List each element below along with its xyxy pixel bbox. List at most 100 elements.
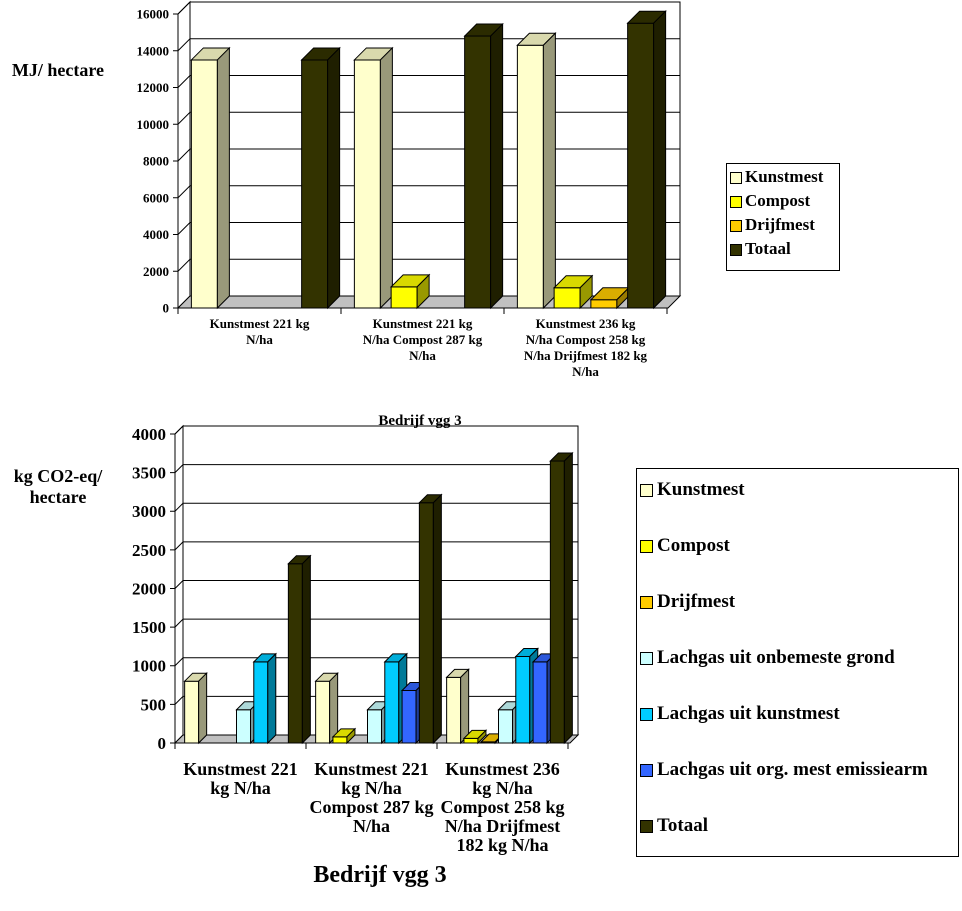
bar-front (515, 655, 531, 744)
bar-totaal (300, 46, 341, 310)
chart1-x-tick-label: Kunstmest 221 kg N/ha (210, 316, 310, 347)
x-tick-label-line: N/ha Drijfmest 182 kg (524, 348, 648, 363)
bar-kunstmest (314, 671, 339, 745)
bar-front (498, 709, 513, 744)
bar-front (301, 59, 329, 309)
chart2-y-tick-label: 0 (158, 734, 167, 753)
legend-label: Lachgas uit org. mest emissiearm (657, 759, 928, 780)
chart2-y-tick-label: 500 (141, 695, 167, 714)
legend-swatch (730, 196, 742, 208)
chart2-gridline (174, 464, 578, 473)
chart1-y-tick-label: 16000 (137, 7, 170, 22)
bar-front (549, 460, 565, 744)
legend-swatch (640, 708, 653, 721)
chart2-x-tick-label: Kunstmest 236 kg N/ha Compost 258 kg N/ha D… (440, 759, 564, 855)
bar-side (267, 652, 277, 745)
chart1-gridline (177, 148, 680, 162)
x-tick-label-line: N/ha (572, 364, 599, 379)
bar-front (627, 22, 655, 309)
chart1-y-tick-label: 12000 (137, 80, 170, 95)
x-tick-label-line: Kunstmest 221 (183, 759, 298, 779)
bar-front (463, 737, 479, 744)
legend-swatch (640, 820, 653, 833)
bar-totaal (549, 451, 574, 745)
bar-kunstmest (183, 671, 208, 745)
x-tick-label-line: 182 kg N/ha (456, 835, 548, 855)
bar-front (190, 59, 218, 309)
bar-side (563, 451, 573, 745)
x-tick-label-line: N/ha (246, 332, 273, 347)
legend-label: Compost (657, 535, 730, 556)
bar-side (301, 554, 311, 745)
chart1-gridline (177, 258, 680, 272)
legend-item: Kunstmest (640, 479, 958, 535)
chart1-y-tick-label: 8000 (143, 154, 169, 169)
x-tick-label-line: Compost 287 kg (309, 797, 433, 817)
legend-item: Lachgas uit org. mest emissiearm (640, 759, 958, 815)
chart2-y-tick-label: 2500 (132, 541, 166, 560)
bar-compost (462, 729, 488, 745)
legend-item: Compost (730, 192, 839, 216)
bar-kunstmest (353, 46, 394, 310)
bar-front (590, 299, 618, 309)
legend-item: Totaal (640, 815, 958, 871)
bar-kunstmest (516, 32, 557, 310)
legend-swatch (730, 172, 742, 184)
chart2-gridline (174, 541, 578, 551)
chart2-gridline (174, 618, 578, 628)
bar-front (236, 709, 251, 744)
legend-label: Totaal (657, 815, 709, 836)
x-tick-label-line: N/ha Drijfmest (445, 816, 560, 836)
bar-side (460, 668, 470, 745)
legend-item: Lachgas uit onbemeste grond (640, 647, 958, 703)
bar-front (315, 680, 331, 744)
chart1-y-tick-label: 0 (163, 301, 170, 316)
chart1-gridline (177, 222, 680, 235)
x-tick-label-line: Compost 258 kg (440, 797, 564, 817)
chart2-gridline (174, 425, 578, 435)
x-tick-label-line: Kunstmest 221 (314, 759, 429, 779)
chart1-legend: Kunstmest Compost Drijfmest Totaal (726, 163, 840, 271)
chart2-gridline (174, 657, 578, 667)
chart1-gridline (177, 111, 680, 125)
bar-side (198, 671, 208, 745)
bar-side (477, 729, 487, 745)
legend-swatch (640, 540, 653, 553)
bar-totaal (463, 22, 504, 310)
x-tick-label-line: kg N/ha (341, 778, 402, 798)
bar-side (432, 493, 442, 745)
chart2-y-tick-label: 1000 (132, 657, 166, 676)
bar-totaal (626, 9, 667, 310)
bar-front (418, 502, 434, 744)
bar-front (253, 661, 269, 744)
bar-front (464, 35, 492, 309)
chart1: 0 2000 4000 6000 8000 10000 12000 14000 16000 Kun… (137, 0, 682, 379)
x-tick-label-line: kg N/ha (210, 778, 271, 798)
legend-label: Drijfmest (657, 591, 736, 612)
x-tick-label-line: Kunstmest 236 kg (536, 316, 636, 331)
chart1-y-tick-label: 14000 (137, 43, 170, 58)
chart1-y-tick-label: 6000 (143, 190, 169, 205)
chart2-y-axis-label: kg CO2-eq/ hectare (13, 466, 103, 507)
bar-side (579, 274, 593, 310)
bar-side (346, 727, 356, 745)
legend-item: Drijfmest (730, 216, 839, 240)
bar-compost (331, 727, 357, 745)
chart2-gridline (174, 502, 578, 512)
bar-kunstmest (190, 46, 231, 310)
chart1-y-tick-label: 2000 (143, 264, 169, 279)
bar-side (379, 46, 393, 310)
chart1-y-tick-label: 4000 (143, 227, 169, 242)
chart1-x-tick-label: Kunstmest 236 kg N/ha Compost 258 kg N/ha … (524, 316, 648, 379)
bar-compost (389, 273, 431, 310)
chart1-gridline (177, 185, 680, 199)
legend-item: Compost (640, 535, 958, 591)
bar-front (516, 44, 544, 309)
chart2-bottom-title: Bedrijf vgg 3 (313, 862, 447, 888)
bar-front (367, 709, 382, 744)
chart2-title: Bedrijf vgg 3 (378, 413, 461, 429)
x-tick-label-line: Kunstmest 221 kg (210, 316, 310, 331)
bar-side (653, 9, 667, 310)
legend-swatch (730, 220, 742, 232)
